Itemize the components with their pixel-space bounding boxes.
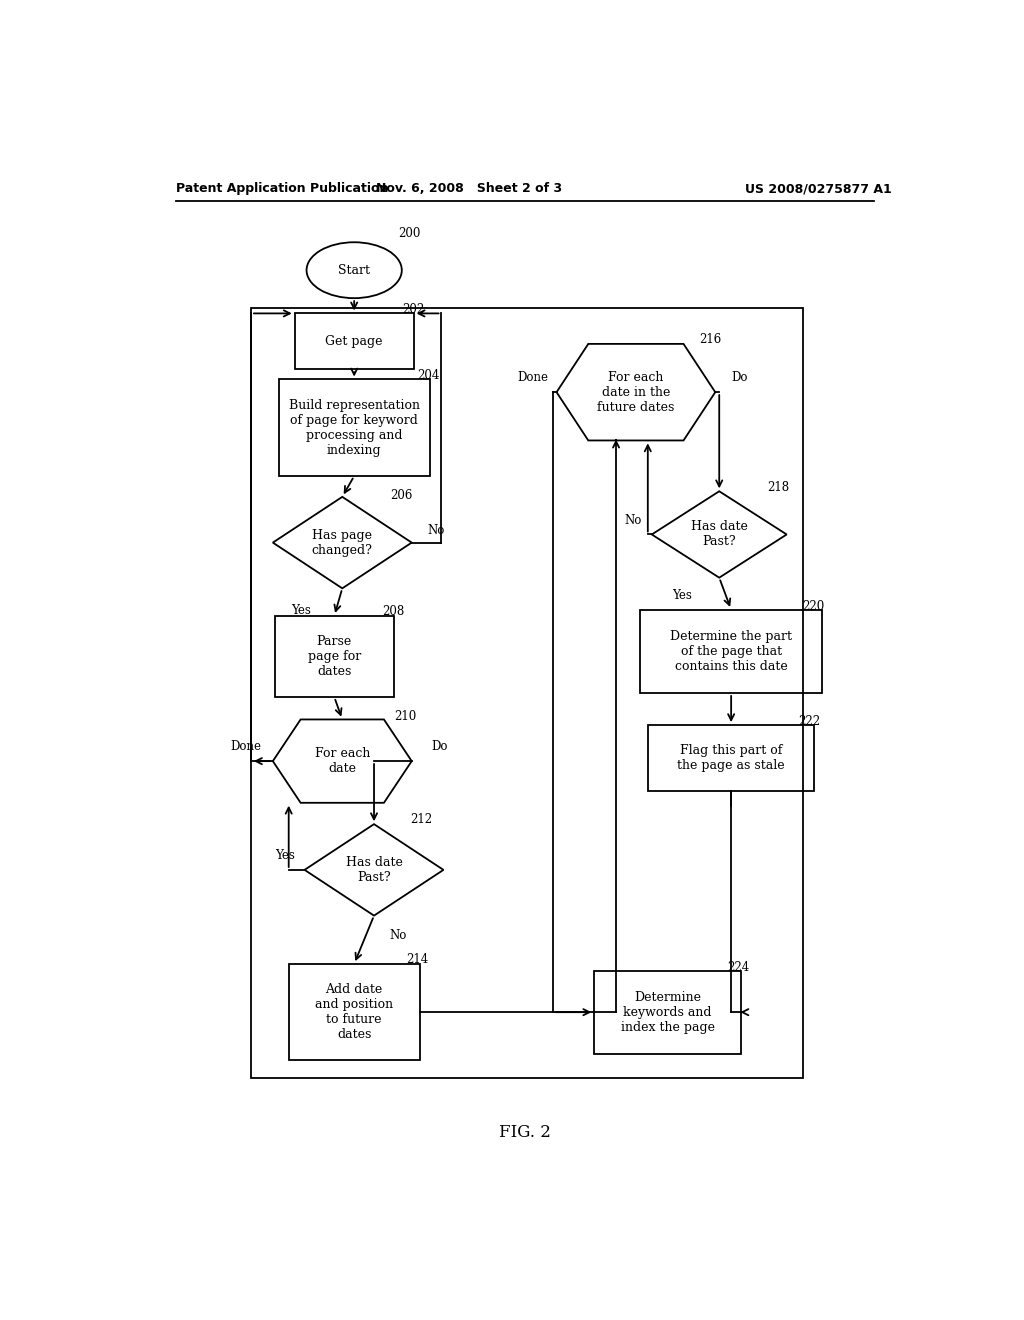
Text: Yes: Yes — [672, 590, 691, 602]
Text: Has date
Past?: Has date Past? — [691, 520, 748, 549]
Text: Has page
changed?: Has page changed? — [312, 528, 373, 557]
Text: Build representation
of page for keyword
processing and
indexing: Build representation of page for keyword… — [289, 399, 420, 457]
Text: 212: 212 — [410, 813, 432, 826]
Text: Do: Do — [431, 741, 449, 754]
Text: 214: 214 — [406, 953, 428, 966]
Text: Yes: Yes — [275, 849, 295, 862]
Text: Done: Done — [517, 371, 549, 384]
Text: Add date
and position
to future
dates: Add date and position to future dates — [315, 983, 393, 1041]
Text: 200: 200 — [397, 227, 420, 240]
Text: Flag this part of
the page as stale: Flag this part of the page as stale — [677, 744, 785, 772]
Text: No: No — [428, 524, 445, 537]
Text: Yes: Yes — [291, 605, 310, 618]
Text: 220: 220 — [803, 599, 824, 612]
Text: Determine the part
of the page that
contains this date: Determine the part of the page that cont… — [670, 630, 793, 673]
Text: 218: 218 — [767, 480, 788, 494]
Text: 206: 206 — [390, 488, 413, 502]
Text: No: No — [390, 929, 408, 942]
Text: No: No — [625, 513, 642, 527]
Text: For each
date in the
future dates: For each date in the future dates — [597, 371, 675, 413]
Text: Do: Do — [731, 371, 748, 384]
Text: 222: 222 — [799, 714, 820, 727]
Text: 202: 202 — [401, 304, 424, 315]
Text: Determine
keywords and
index the page: Determine keywords and index the page — [621, 991, 715, 1034]
Text: 216: 216 — [699, 334, 722, 346]
Text: For each
date: For each date — [314, 747, 370, 775]
Text: Start: Start — [338, 264, 371, 277]
Text: 204: 204 — [418, 370, 440, 381]
Text: 210: 210 — [394, 710, 416, 722]
Text: Patent Application Publication: Patent Application Publication — [176, 182, 388, 195]
Text: US 2008/0275877 A1: US 2008/0275877 A1 — [745, 182, 892, 195]
Text: Done: Done — [230, 741, 261, 754]
Text: FIG. 2: FIG. 2 — [499, 1123, 551, 1140]
Text: 208: 208 — [382, 605, 404, 618]
Text: Nov. 6, 2008   Sheet 2 of 3: Nov. 6, 2008 Sheet 2 of 3 — [376, 182, 562, 195]
Text: 224: 224 — [727, 961, 750, 974]
Text: Has date
Past?: Has date Past? — [345, 855, 402, 884]
Text: Get page: Get page — [326, 335, 383, 348]
Text: Parse
page for
dates: Parse page for dates — [307, 635, 361, 678]
